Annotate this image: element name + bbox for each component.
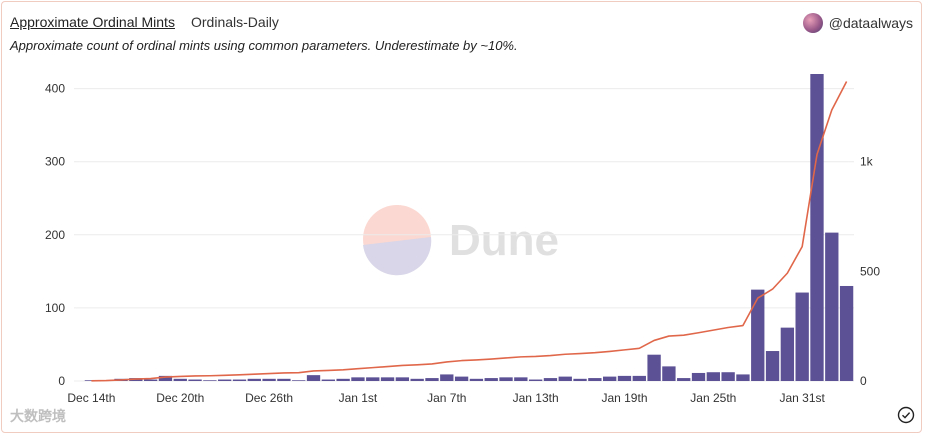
y-left-tick-label: 400 <box>45 82 65 96</box>
x-tick-label: Dec 20th <box>156 391 204 405</box>
bar <box>617 375 632 381</box>
chart-header: Approximate Ordinal Mints Ordinals-Daily… <box>10 12 913 34</box>
chart-description: Approximate count of ordinal mints using… <box>10 38 518 53</box>
bar <box>469 378 484 381</box>
bar <box>780 327 795 381</box>
author-badge[interactable]: @dataalways <box>802 12 913 34</box>
y-left-tick-label: 200 <box>45 228 65 242</box>
bar <box>440 374 454 381</box>
bar <box>454 376 469 381</box>
bar <box>306 375 321 381</box>
bar <box>839 285 854 381</box>
x-tick-label: Jan 7th <box>427 391 466 405</box>
x-tick-label: Dec 14th <box>67 391 115 405</box>
avatar <box>802 13 823 33</box>
author-name: @dataalways <box>828 15 913 31</box>
bar <box>143 379 158 381</box>
bar <box>825 232 839 381</box>
bar <box>247 378 261 381</box>
bar <box>810 74 824 381</box>
dune-logo-lower <box>363 237 432 276</box>
dune-logo-icon <box>363 205 431 273</box>
bar <box>588 378 602 381</box>
bar <box>336 378 350 381</box>
bar <box>603 376 617 381</box>
bar <box>691 372 706 381</box>
bar <box>158 375 173 381</box>
bar <box>366 377 380 381</box>
bar <box>632 375 646 381</box>
chart-subtitle: Ordinals-Daily <box>191 14 279 30</box>
x-tick-label: Jan 25th <box>690 391 736 405</box>
bar <box>410 378 424 381</box>
check-circle-icon[interactable] <box>897 406 915 424</box>
x-tick-label: Jan 19th <box>601 391 647 405</box>
cumulative-line <box>91 81 848 382</box>
bar <box>262 378 276 381</box>
bar <box>721 372 735 381</box>
chart-title[interactable]: Approximate Ordinal Mints <box>10 14 175 30</box>
bar <box>706 372 720 381</box>
bar <box>203 380 217 381</box>
bar <box>514 377 528 381</box>
bar <box>321 379 335 381</box>
bar <box>647 354 661 381</box>
bar <box>736 374 750 381</box>
y-left-tick-label: 100 <box>45 301 65 315</box>
bar <box>188 379 202 381</box>
bar <box>528 379 543 381</box>
x-tick-label: Dec 26th <box>245 391 293 405</box>
x-tick-label: Jan 31st <box>779 391 825 405</box>
y-right-tick-label: 1k <box>860 155 874 169</box>
bar <box>484 378 498 381</box>
x-tick-label: Jan 1st <box>339 391 378 405</box>
bar <box>218 379 232 381</box>
bar <box>543 378 558 381</box>
bar <box>232 379 247 381</box>
bar <box>380 377 395 381</box>
bar <box>351 377 365 381</box>
y-right-tick-label: 500 <box>860 264 880 278</box>
bar <box>425 378 439 381</box>
bar <box>499 377 513 381</box>
bar <box>795 292 809 381</box>
bar <box>751 289 765 381</box>
dune-watermark-text: Dune <box>449 216 559 265</box>
dune-watermark: Dune <box>363 205 559 276</box>
bar <box>292 380 306 381</box>
y-left-tick-label: 300 <box>45 155 65 169</box>
bar <box>558 376 572 381</box>
bar <box>395 377 410 381</box>
y-right-tick-label: 0 <box>860 374 867 388</box>
bar <box>173 378 187 381</box>
bar <box>277 378 291 381</box>
bar <box>662 366 676 381</box>
footer-watermark: 大数跨境 <box>10 408 66 424</box>
bar <box>573 378 587 381</box>
bar <box>677 378 691 381</box>
x-tick-label: Jan 13th <box>513 391 559 405</box>
y-left-tick-label: 0 <box>58 374 65 388</box>
bar <box>765 351 780 381</box>
